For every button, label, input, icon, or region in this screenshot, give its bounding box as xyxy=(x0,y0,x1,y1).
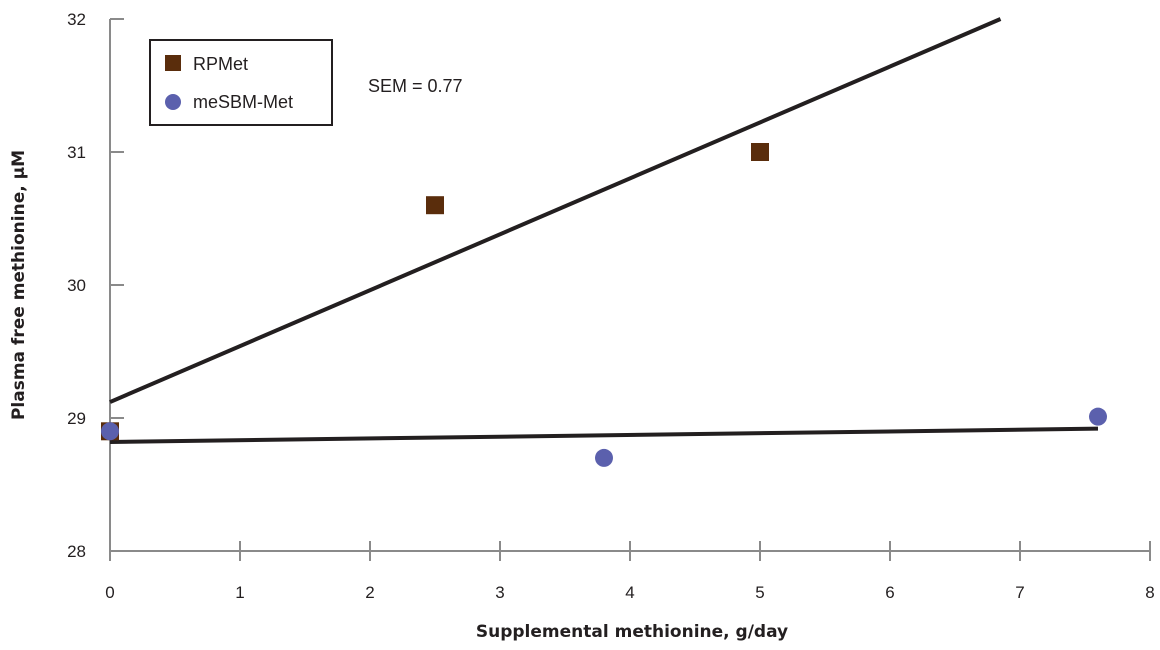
legend-box xyxy=(149,39,333,126)
y-tick-label: 28 xyxy=(67,542,86,561)
sem-annotation: SEM = 0.77 xyxy=(368,76,463,96)
legend-swatch-rpmet xyxy=(165,55,181,71)
legend-swatch-mesbm-met xyxy=(165,94,181,110)
y-tick-label: 30 xyxy=(67,276,86,295)
y-axis-title: Plasma free methionine, µM xyxy=(9,150,29,420)
x-tick-label: 7 xyxy=(1015,583,1024,602)
legend-label-mesbm-met: meSBM-Met xyxy=(193,92,293,112)
data-point-rpmet xyxy=(751,143,769,161)
data-point-rpmet xyxy=(426,196,444,215)
fit-line-mesbm-met xyxy=(109,426,1099,444)
x-tick-label: 8 xyxy=(1145,583,1154,602)
y-tick-label: 32 xyxy=(67,10,86,29)
x-tick-label: 1 xyxy=(235,583,244,602)
fit-line-rpmet xyxy=(109,17,1002,404)
x-axis-title: Supplemental methionine, g/day xyxy=(476,622,788,642)
x-tick-label: 5 xyxy=(755,583,764,602)
x-tick-label: 4 xyxy=(625,583,634,602)
fit-lines xyxy=(109,17,1099,444)
y-tick-label: 31 xyxy=(67,143,86,162)
data-point-mesbm-met xyxy=(1089,407,1107,426)
legend-label-rpmet: RPMet xyxy=(193,54,248,74)
x-tick-label: 3 xyxy=(495,583,504,602)
data-markers xyxy=(101,143,1107,467)
x-tick-label: 2 xyxy=(365,583,374,602)
legend: RPMet meSBM-Met xyxy=(149,39,333,126)
data-point-mesbm-met xyxy=(595,448,613,467)
axes: 0 1 2 3 4 5 6 7 8 28 29 30 31 32 xyxy=(67,10,1155,602)
y-tick-label: 29 xyxy=(67,409,86,428)
x-tick-label: 6 xyxy=(885,583,894,602)
data-point-mesbm-met xyxy=(101,422,119,441)
x-tick-label: 0 xyxy=(105,583,114,602)
